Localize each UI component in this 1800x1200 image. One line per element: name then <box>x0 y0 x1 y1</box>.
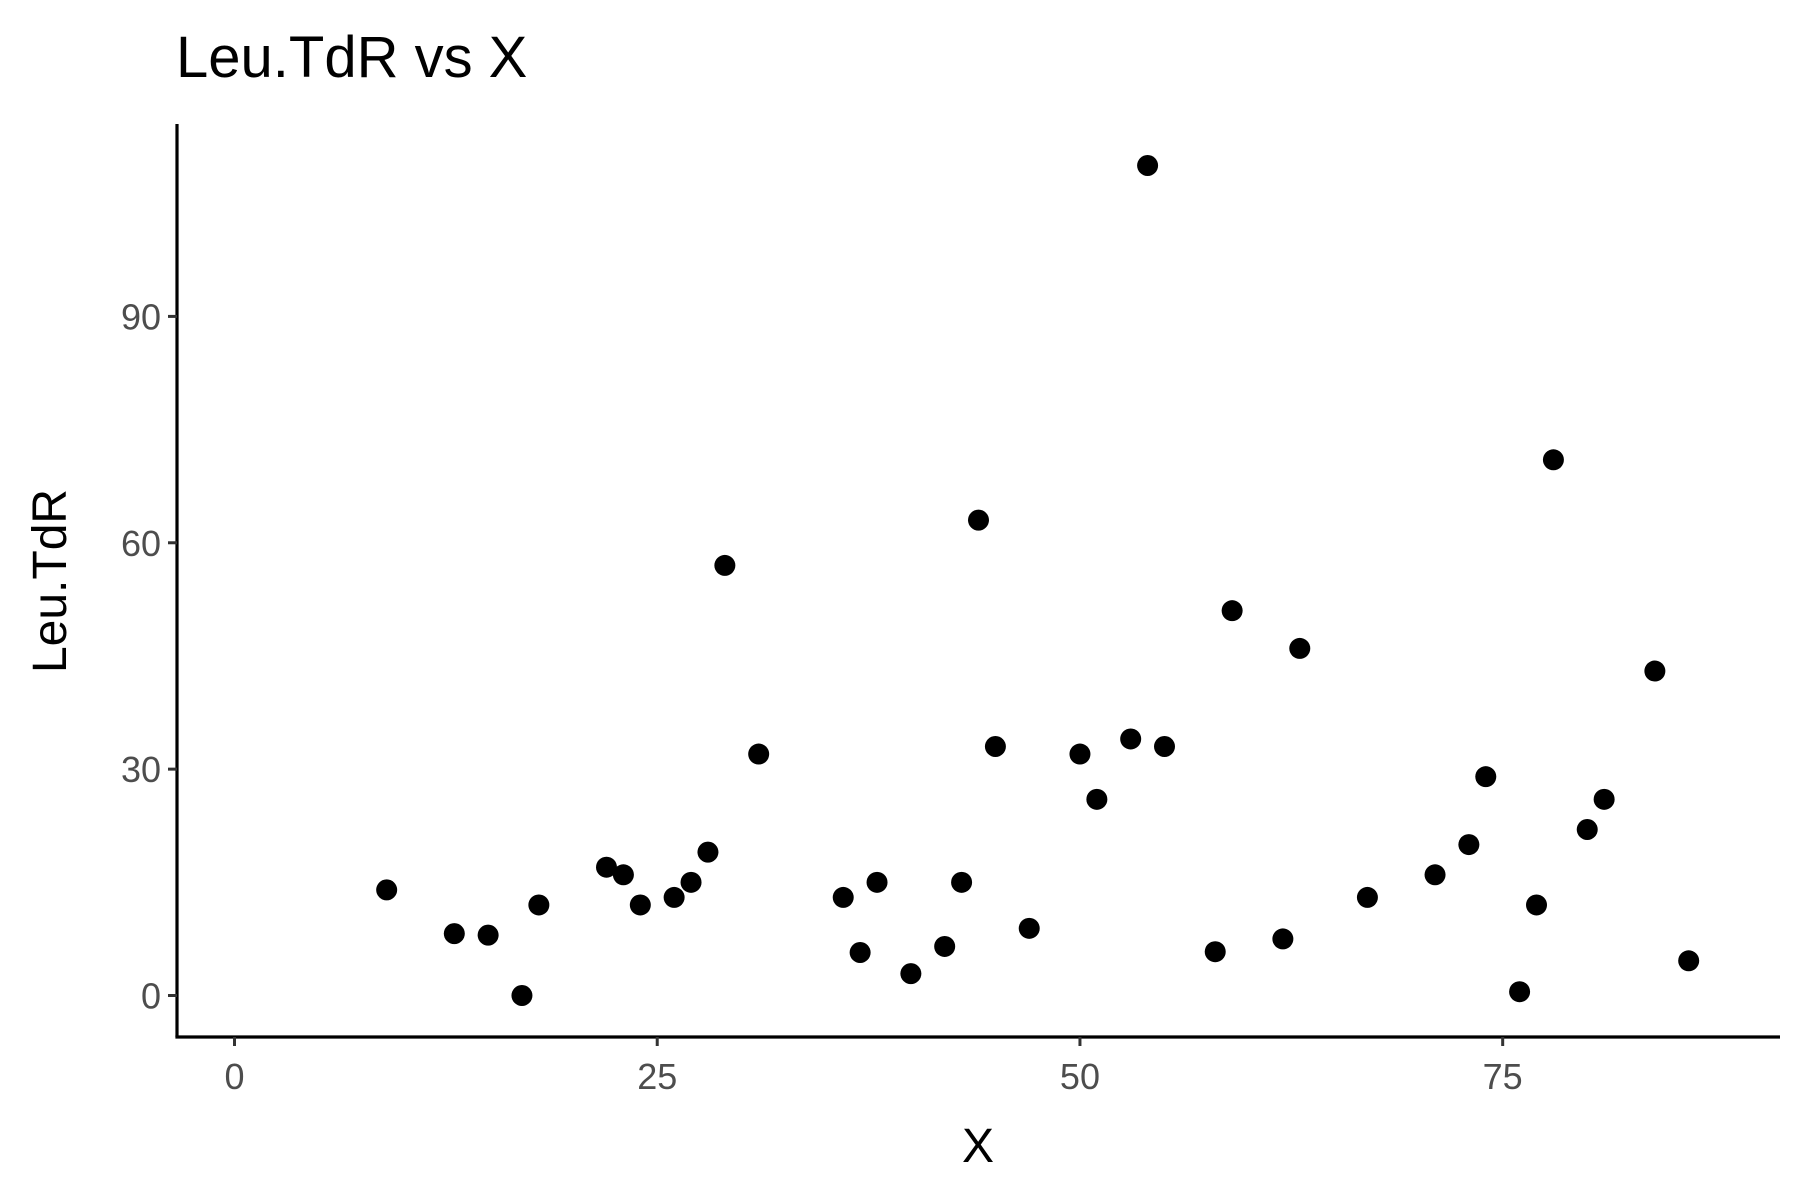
x-tick-label: 0 <box>224 1056 244 1097</box>
data-point <box>1644 660 1666 682</box>
data-point <box>934 935 956 957</box>
y-axis-ticks: 0 30 60 90 <box>121 296 177 1017</box>
y-tick-label: 30 <box>121 749 161 790</box>
data-point <box>595 856 617 878</box>
data-point <box>1458 834 1480 856</box>
y-axis-title: Leu.TdR <box>24 489 77 673</box>
x-tick-label: 25 <box>637 1056 677 1097</box>
data-point <box>612 864 634 886</box>
data-point <box>443 923 465 945</box>
data-point <box>376 879 398 901</box>
data-point <box>832 886 854 908</box>
x-axis-ticks: 0 25 50 75 <box>224 1037 1523 1097</box>
data-point <box>1289 637 1311 659</box>
data-point <box>748 743 770 765</box>
y-tick-label: 60 <box>121 523 161 564</box>
data-point <box>1221 600 1243 622</box>
data-point <box>663 886 685 908</box>
y-tick-label: 90 <box>121 296 161 337</box>
data-point <box>1356 886 1378 908</box>
data-point <box>1120 728 1142 750</box>
data-point <box>629 894 651 916</box>
data-point <box>951 871 973 893</box>
data-point <box>1069 743 1091 765</box>
data-point <box>714 554 736 576</box>
data-point <box>866 871 888 893</box>
data-point <box>1086 788 1108 810</box>
data-point <box>900 963 922 985</box>
data-point <box>477 924 499 946</box>
x-tick-label: 75 <box>1483 1056 1523 1097</box>
data-point <box>968 509 989 531</box>
x-tick-label: 50 <box>1060 1056 1100 1097</box>
data-point <box>1576 819 1598 840</box>
data-point <box>511 985 533 1006</box>
data-point <box>1593 788 1615 810</box>
data-point <box>1154 736 1176 757</box>
data-point <box>849 941 871 963</box>
data-point <box>1204 941 1226 963</box>
data-point <box>528 894 550 916</box>
chart-title: Leu.TdR vs X <box>176 25 527 90</box>
data-point <box>1526 894 1548 916</box>
data-point <box>1272 928 1294 950</box>
data-point <box>984 736 1006 757</box>
data-point <box>680 871 702 893</box>
data-point <box>1424 864 1446 886</box>
data-point <box>1137 155 1159 176</box>
data-point <box>1542 449 1564 471</box>
y-tick-label: 0 <box>141 976 161 1017</box>
data-point <box>1475 766 1497 788</box>
data-points <box>376 155 1700 1006</box>
data-point <box>1678 950 1700 972</box>
data-point <box>1509 981 1531 1003</box>
x-axis-title: X <box>962 1120 994 1173</box>
data-point <box>697 841 719 863</box>
data-point <box>1018 917 1040 939</box>
